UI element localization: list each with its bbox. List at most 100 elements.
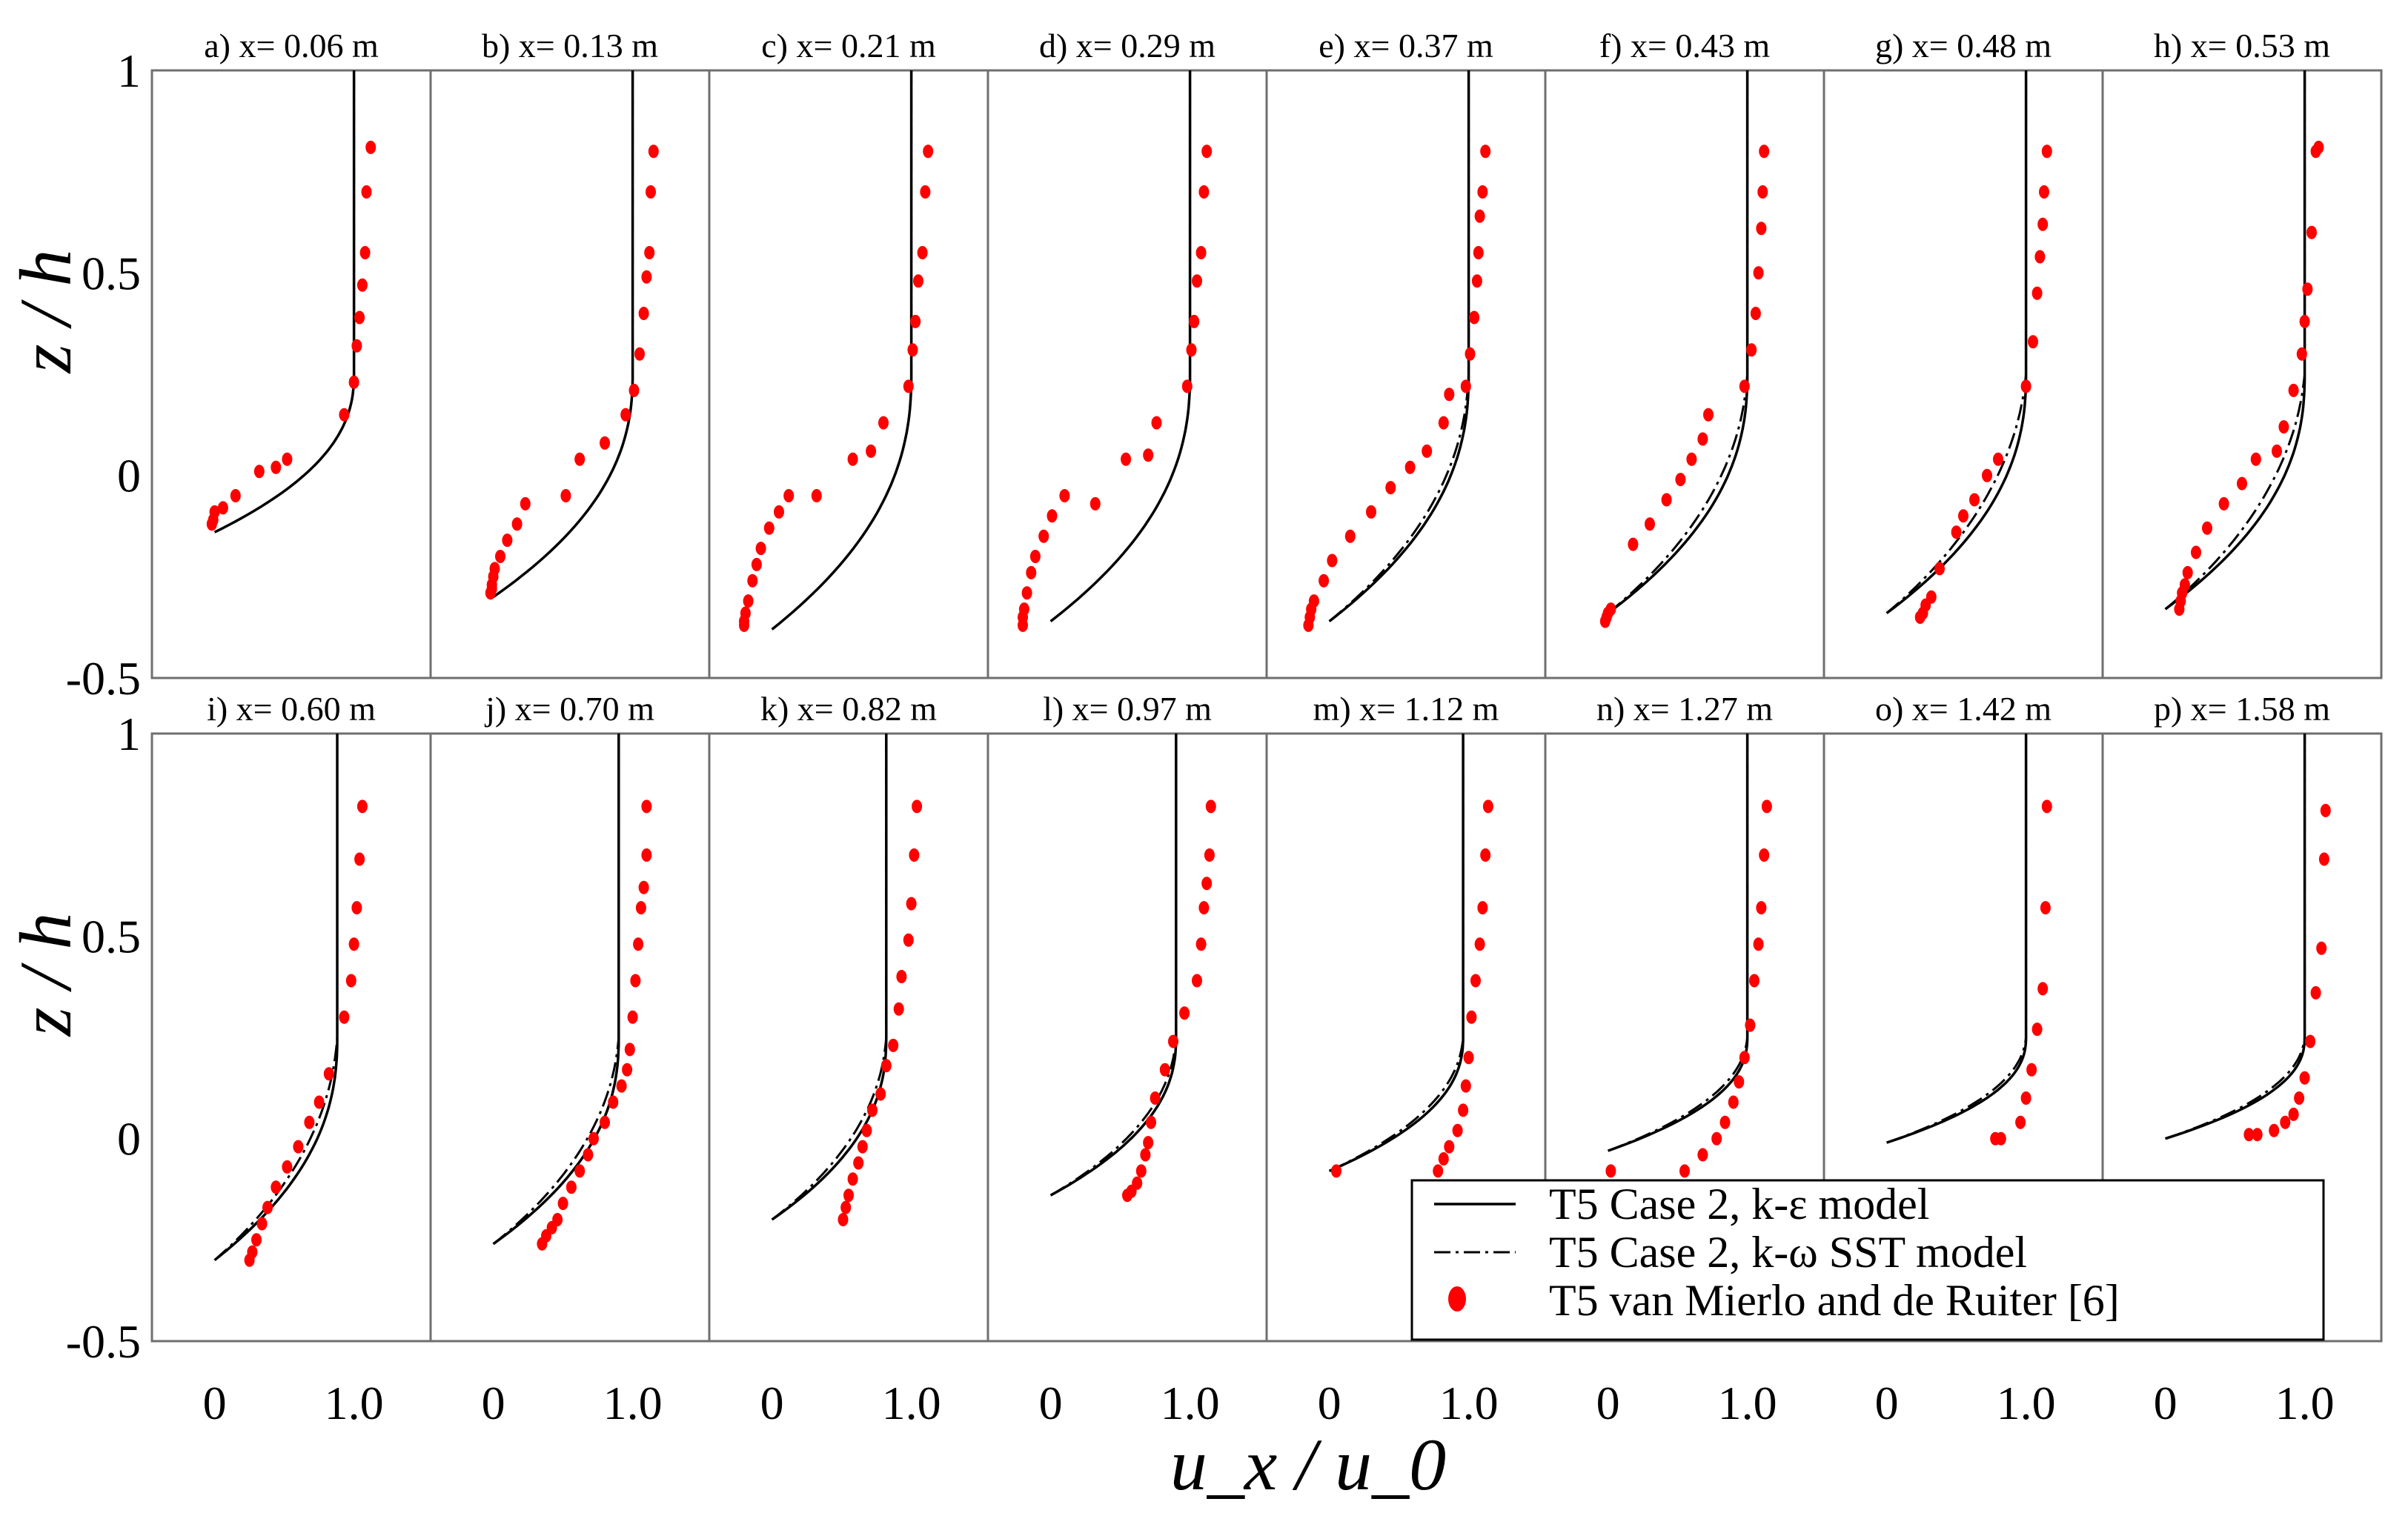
panel-title: o) x= 1.42 m <box>1875 690 2052 728</box>
ke-model-line <box>771 734 888 1221</box>
panel-12: l) x= 0.97 m <box>986 690 1268 1343</box>
exp-point <box>2299 1071 2310 1085</box>
exp-point <box>1029 550 1041 563</box>
exp-point <box>2288 1107 2299 1121</box>
exp-point <box>2015 1115 2026 1129</box>
exp-point <box>641 799 652 814</box>
exp-point <box>1201 877 1213 891</box>
exp-point <box>565 1180 577 1194</box>
exp-point <box>648 144 659 159</box>
panel-title: e) x= 0.37 m <box>1319 27 1493 64</box>
exp-point <box>2037 982 2049 996</box>
panel-title: f) x= 0.43 m <box>1599 27 1771 64</box>
exp-point <box>1605 1164 1616 1178</box>
exp-point <box>2039 185 2049 199</box>
exp-point <box>2302 282 2313 296</box>
panel-title: j) x= 0.70 m <box>484 690 654 728</box>
exp-point <box>893 1002 904 1016</box>
exp-point <box>1018 602 1029 616</box>
exp-point <box>1385 481 1396 495</box>
panel-title: c) x= 0.21 m <box>761 27 936 64</box>
exp-point <box>2182 565 2193 579</box>
exp-point <box>2031 1023 2043 1037</box>
y-tick-label: 0.5 <box>82 910 141 963</box>
exp-point <box>1477 185 1488 199</box>
exp-point <box>1366 505 1376 519</box>
legend-swatch-exp <box>1448 1286 1466 1311</box>
x-tick-label: 1.0 <box>603 1377 663 1429</box>
exp-point <box>1995 1131 2006 1146</box>
sst-model-line <box>2164 70 2306 611</box>
exp-point <box>1319 574 1330 588</box>
panel-frame <box>1544 69 1825 679</box>
ke-model-line <box>1328 70 1470 622</box>
exp-point <box>2237 476 2247 491</box>
exp-point <box>1951 525 1962 539</box>
panel-frame <box>429 69 711 679</box>
panels-grid: a) x= 0.06 m b) x= 0.13 m c) x= 0.21 m d) x… <box>150 27 2383 1343</box>
exp-point <box>740 606 751 620</box>
x-axis-label: u_x / u_0 <box>1170 1423 1446 1506</box>
exp-point <box>354 852 365 866</box>
sst-model-line <box>1607 70 1749 614</box>
exp-point <box>2318 852 2329 866</box>
exp-point <box>262 1200 273 1214</box>
exp-point <box>282 452 293 466</box>
legend-label-sst: T5 Case 2, k-ω SST model <box>1549 1228 2027 1277</box>
panel-1: a) x= 0.06 m <box>150 27 432 679</box>
exp-point <box>356 799 368 814</box>
exp-point <box>628 383 640 397</box>
exp-point <box>1198 185 1210 199</box>
panel-frame <box>150 69 432 679</box>
exp-point <box>1697 1148 1708 1162</box>
exp-point <box>251 1233 262 1247</box>
exp-point <box>1433 1164 1444 1178</box>
exp-point <box>1089 496 1101 511</box>
exp-point <box>1146 1115 1156 1129</box>
sst-model-line <box>771 734 888 1221</box>
exp-point <box>1186 343 1197 357</box>
exp-point <box>1195 937 1207 951</box>
exp-point <box>253 465 265 479</box>
exp-point <box>1308 594 1319 608</box>
exp-point <box>1661 493 1672 507</box>
exp-point <box>1438 416 1449 430</box>
exp-point <box>256 1217 268 1231</box>
y-tick-label: 1 <box>117 44 141 97</box>
panel-title: n) x= 1.27 m <box>1596 690 1773 728</box>
panel-8: h) x= 0.53 m <box>2101 27 2383 679</box>
exp-point <box>896 970 907 983</box>
exp-point <box>339 408 350 422</box>
exp-point <box>1686 452 1697 466</box>
panel-title: k) x= 0.82 m <box>760 690 937 728</box>
sst-model-line <box>1328 70 1470 622</box>
exp-point <box>1132 1176 1143 1190</box>
exp-point <box>910 314 921 328</box>
panel-title: a) x= 0.06 m <box>204 27 379 64</box>
exp-point <box>1482 799 1493 814</box>
panel-2: b) x= 0.13 m <box>429 27 711 679</box>
exp-point <box>633 937 644 951</box>
legend-label-ke: T5 Case 2, k-ε model <box>1549 1180 1929 1229</box>
exp-point <box>888 1038 899 1052</box>
x-tick-label: 1.0 <box>2275 1377 2335 1429</box>
x-tick-label: 0 <box>1318 1377 1341 1429</box>
exp-point <box>1192 974 1202 988</box>
exp-point <box>2272 444 2282 458</box>
exp-point <box>2179 578 2190 592</box>
exp-point <box>1750 307 1761 320</box>
exp-point <box>1471 274 1482 288</box>
exp-point <box>903 933 914 947</box>
panel-frame <box>2101 69 2383 679</box>
exp-point <box>1181 379 1193 393</box>
exp-point <box>1759 848 1770 862</box>
exp-point <box>2041 799 2052 814</box>
exp-point <box>304 1115 315 1129</box>
exp-point <box>217 501 228 515</box>
sst-model-line <box>2165 734 2306 1140</box>
panel-14: n) x= 1.27 m <box>1544 690 1825 1343</box>
exp-point <box>1143 1136 1154 1150</box>
ke-model-line <box>492 734 620 1246</box>
exp-point <box>641 270 652 284</box>
x-axis-ticks: 0 1.0 0 1.0 0 1.0 0 1.0 0 1.0 0 1.0 0 1.0 0 1.0 <box>203 1377 2335 1429</box>
